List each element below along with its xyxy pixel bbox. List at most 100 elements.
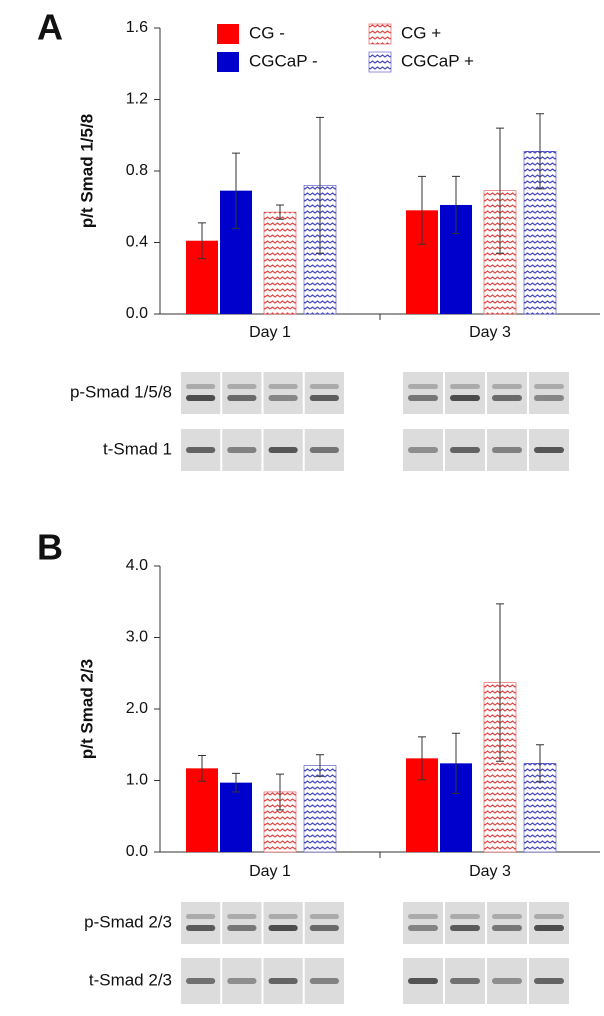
legend-label: CG + <box>401 23 441 42</box>
error-bar <box>316 116 324 254</box>
blot-lane <box>487 372 527 414</box>
blot-band <box>309 395 339 401</box>
error-bar <box>452 732 460 794</box>
blot-band <box>227 925 257 931</box>
blot-band <box>534 447 564 453</box>
error-bar <box>496 127 504 254</box>
blot-lane <box>304 372 344 414</box>
blot-lane <box>222 902 262 944</box>
y-tick-label: 0.8 <box>126 162 148 179</box>
legend-swatch <box>217 52 239 72</box>
x-tick-label: Day 1 <box>249 863 291 880</box>
error-bar <box>452 175 460 235</box>
blot-band <box>186 384 216 389</box>
blot-lane <box>529 372 569 414</box>
error-bar <box>232 772 240 793</box>
bar <box>263 211 297 315</box>
y-tick-label: 0.0 <box>126 305 148 322</box>
blot-band <box>227 914 257 919</box>
blot-lane <box>304 902 344 944</box>
blot-label: p-Smad 1/5/8 <box>70 382 172 401</box>
legend-label: CGCaP + <box>401 51 474 70</box>
blot-band <box>186 925 216 931</box>
blot-band <box>268 447 298 453</box>
blot-band <box>268 384 298 389</box>
error-bar <box>536 113 544 190</box>
y-axis-title: p/t Smad 1/5/8 <box>77 114 96 228</box>
blot-band <box>450 447 480 453</box>
blot-lane <box>181 902 221 944</box>
panel-label: B <box>37 527 63 568</box>
blot-band <box>186 978 216 984</box>
error-bar <box>198 754 206 782</box>
blot-band <box>534 978 564 984</box>
y-tick-label: 1.6 <box>126 19 148 36</box>
error-bar <box>316 754 324 777</box>
blot-band <box>309 384 339 389</box>
error-bar <box>276 773 284 811</box>
legend-label: CG - <box>249 23 285 42</box>
bar <box>220 782 252 852</box>
blot-label: t-Smad 2/3 <box>89 970 172 989</box>
blot-band <box>309 978 339 984</box>
blot-band <box>492 384 522 389</box>
y-tick-label: 3.0 <box>126 629 148 646</box>
blot-band <box>534 914 564 919</box>
blot-band <box>268 395 298 401</box>
blot-lane <box>445 902 485 944</box>
blot-band <box>309 914 339 919</box>
blot-band <box>309 447 339 453</box>
blot-label: t-Smad 1 <box>103 439 172 458</box>
blot-band <box>408 384 438 389</box>
blot-lane <box>487 902 527 944</box>
error-bar <box>232 152 240 229</box>
blot-band <box>408 914 438 919</box>
blot-band <box>492 914 522 919</box>
legend-label: CGCaP - <box>249 51 318 70</box>
blot-band <box>408 978 438 984</box>
legend-swatch <box>368 51 392 73</box>
blot-band <box>408 395 438 401</box>
error-bar <box>276 204 284 220</box>
blot-lane <box>445 372 485 414</box>
legend-swatch <box>217 24 239 44</box>
blot-lane <box>263 902 303 944</box>
blot-band <box>492 978 522 984</box>
blot-band <box>534 395 564 401</box>
y-axis-title: p/t Smad 2/3 <box>77 659 96 759</box>
panel-label: A <box>37 7 63 48</box>
y-tick-label: 0.4 <box>126 234 148 251</box>
x-tick-label: Day 3 <box>469 863 511 880</box>
blot-band <box>450 914 480 919</box>
blot-band <box>268 914 298 919</box>
bar <box>186 768 218 852</box>
blot-band <box>309 925 339 931</box>
blot-band <box>492 447 522 453</box>
blot-band <box>227 395 257 401</box>
error-bar <box>496 603 504 762</box>
blot-band <box>534 384 564 389</box>
error-bar <box>418 736 426 781</box>
blot-band <box>450 384 480 389</box>
error-bar <box>536 744 544 783</box>
blot-lane <box>403 902 443 944</box>
blot-lane <box>529 902 569 944</box>
blot-band <box>268 978 298 984</box>
error-bar <box>198 222 206 260</box>
y-tick-label: 1.2 <box>126 91 148 108</box>
blot-band <box>186 447 216 453</box>
blot-band <box>268 925 298 931</box>
blot-band <box>408 447 438 453</box>
blot-lane <box>181 372 221 414</box>
blot-band <box>534 925 564 931</box>
blot-lane <box>222 372 262 414</box>
error-bar <box>418 175 426 245</box>
bar <box>303 765 337 853</box>
blot-band <box>186 914 216 919</box>
blot-band <box>227 447 257 453</box>
blot-band <box>450 925 480 931</box>
blot-lane <box>263 372 303 414</box>
blot-band <box>227 978 257 984</box>
y-tick-label: 0.0 <box>126 843 148 860</box>
